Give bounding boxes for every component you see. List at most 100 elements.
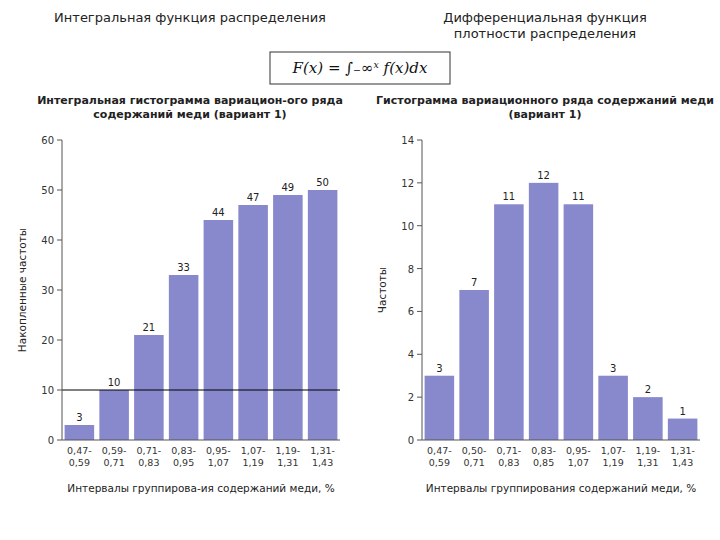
bar	[494, 204, 524, 440]
x-tick-label: 0,50-0,71	[462, 445, 487, 468]
text-line: 1,19	[603, 457, 624, 468]
bar	[668, 419, 698, 440]
text-line: 1,19	[243, 457, 264, 468]
y-tick-label: 50	[41, 185, 54, 196]
text-line: (вариант 1)	[509, 108, 582, 121]
y-tick-label: 10	[41, 385, 54, 396]
text-line: 0,71	[104, 457, 125, 468]
bar	[598, 376, 628, 440]
x-tick-label: 1,19-1,31	[276, 445, 301, 468]
text-line: 1,07	[208, 457, 229, 468]
y-tick	[417, 354, 422, 355]
data-label: 11	[572, 191, 585, 202]
y-axis	[62, 140, 63, 440]
text-line: 0,95-	[566, 445, 591, 456]
figure: Интегральная функция распределения F(x) =…	[0, 0, 720, 540]
x-axis	[62, 440, 340, 441]
text-line: 0,83	[498, 457, 519, 468]
bar	[308, 190, 338, 440]
text-line: 1,31	[277, 457, 298, 468]
bar	[134, 335, 164, 440]
text-line: 1,31-	[310, 445, 335, 456]
x-tick-label: 0,71-0,83	[497, 445, 522, 468]
text-line: 0,95-	[206, 445, 231, 456]
data-label: 49	[282, 182, 295, 193]
text-line: Гистограмма вариационного ряда содержани…	[376, 94, 714, 107]
y-tick-label: 2	[408, 392, 414, 403]
y-tick-label: 0	[408, 435, 414, 446]
text-line: 0,47-	[427, 445, 452, 456]
bar	[273, 195, 303, 440]
section-heading: Дифференциальная функцияплотности распре…	[443, 10, 647, 41]
formula: F(x) = ∫₋∞ˣ f(x)dx	[292, 59, 428, 77]
data-label: 21	[143, 322, 156, 333]
y-tick-label: 14	[401, 135, 414, 146]
text-line: 1,43	[312, 457, 333, 468]
bar	[204, 220, 234, 440]
data-label: 3	[610, 363, 616, 374]
y-tick-label: 0	[48, 435, 54, 446]
reference-line	[62, 390, 340, 391]
chart-title: Гистограмма вариационного ряда содержани…	[376, 94, 714, 121]
y-tick-label: 30	[41, 285, 54, 296]
bar-chart: Дифференциальная функцияплотности распре…	[376, 10, 714, 494]
y-tick	[417, 140, 422, 141]
data-label: 10	[108, 377, 121, 388]
x-tick-label: 0,83-0,85	[531, 445, 556, 468]
text-line: 1,19-	[276, 445, 301, 456]
x-tick-label: 0,71-0,83	[137, 445, 162, 468]
x-tick-label: 1,19-1,31	[636, 445, 661, 468]
y-tick-label: 6	[408, 306, 414, 317]
y-tick-label: 8	[408, 264, 414, 275]
bar-chart: Интегральная функция распределения F(x) =…	[16, 10, 450, 494]
text-line: Интегральная функция распределения	[54, 10, 326, 25]
text-line: Интегральная гистограмма вариацион-ого р…	[37, 94, 343, 107]
y-tick	[57, 390, 62, 391]
data-label: 11	[503, 191, 516, 202]
x-axis-label: Интервалы группирова-ия содержаний меди,…	[67, 482, 334, 494]
text-line: 1,19-	[636, 445, 661, 456]
bar	[459, 290, 489, 440]
y-tick-label: 4	[408, 349, 414, 360]
y-tick	[57, 190, 62, 191]
text-line: 0,83	[138, 457, 159, 468]
section-heading: Интегральная функция распределения	[54, 10, 326, 25]
data-label: 44	[212, 207, 225, 218]
bar	[633, 397, 663, 440]
data-label: 50	[316, 177, 329, 188]
bar	[99, 390, 129, 440]
x-tick-label: 0,83-0,95	[171, 445, 196, 468]
formula-box	[270, 52, 450, 84]
x-tick-label: 1,31-1,43	[310, 445, 335, 468]
bars	[425, 183, 698, 440]
chart-title: Интегральная гистограмма вариацион-ого р…	[37, 94, 343, 121]
y-tick	[417, 311, 422, 312]
text-line: 1,31-	[670, 445, 695, 456]
x-tick-label: 0,95-1,07	[566, 445, 591, 468]
bar	[425, 376, 455, 440]
bar	[564, 204, 594, 440]
y-tick-label: 10	[401, 221, 414, 232]
y-axis-label: Накопленные частоты	[16, 228, 28, 352]
data-label: 47	[247, 192, 260, 203]
y-tick	[417, 182, 422, 183]
bar	[529, 183, 559, 440]
y-tick-label: 60	[41, 135, 54, 146]
x-tick-label: 0,59-0,71	[102, 445, 127, 468]
y-tick	[417, 397, 422, 398]
x-axis-label: Интервалы группирования содержаний меди,…	[426, 482, 696, 494]
y-tick	[57, 240, 62, 241]
data-label: 3	[436, 363, 442, 374]
data-label: 3	[76, 412, 82, 423]
y-axis	[422, 140, 423, 440]
y-tick	[417, 440, 422, 441]
bars	[62, 190, 340, 440]
bar	[238, 205, 268, 440]
text-line: 0,71-	[497, 445, 522, 456]
data-label: 1	[679, 406, 685, 417]
text-line: 0,71	[464, 457, 485, 468]
text-line: 1,43	[672, 457, 693, 468]
text-line: 0,59-	[102, 445, 127, 456]
y-tick-label: 12	[401, 178, 414, 189]
y-tick	[417, 225, 422, 226]
